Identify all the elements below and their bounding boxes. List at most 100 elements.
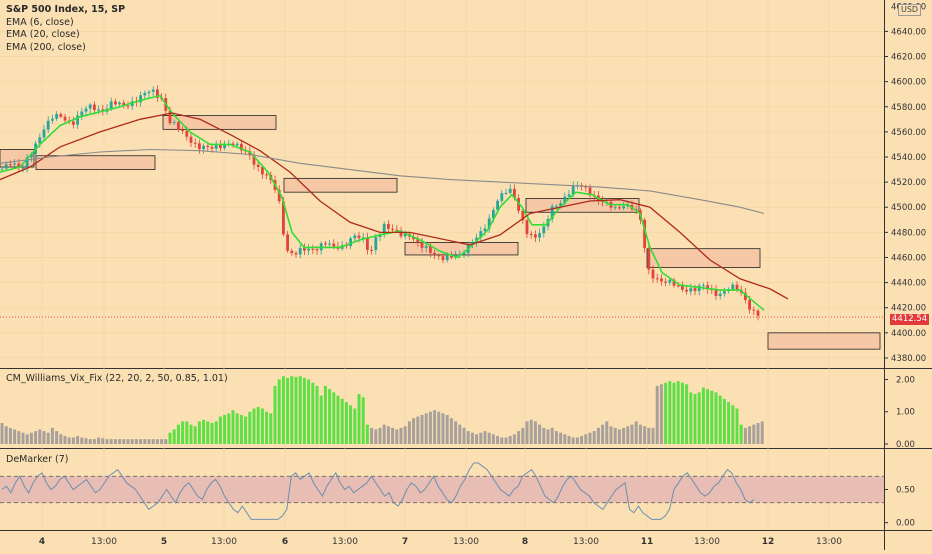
candle-body (424, 246, 428, 248)
candle-body (668, 279, 672, 283)
wvf-bar (491, 434, 495, 444)
demarker-tick-label: 0.00 (896, 519, 915, 529)
time-tick-label: 13:00 (453, 537, 479, 547)
candle-body (189, 136, 193, 143)
candle-body (332, 243, 336, 247)
wvf-bar (344, 402, 348, 444)
wvf-bar (391, 427, 395, 444)
currency-badge[interactable]: USD (898, 4, 922, 16)
wvf-bar (181, 421, 185, 444)
wvf-bar (143, 439, 147, 444)
wvf-bar (508, 435, 512, 444)
wvf-bar (172, 429, 176, 444)
candle-body (252, 155, 256, 165)
wvf-bar (189, 424, 193, 444)
wvf-bar (239, 414, 243, 444)
wvf-bar (265, 411, 269, 444)
candle-body (525, 220, 529, 234)
candle-body (353, 235, 357, 239)
wvf-bar (113, 439, 117, 444)
wvf-bar (206, 421, 210, 444)
wvf-bar (445, 414, 449, 444)
candle-body (471, 242, 474, 244)
wvf-bar (227, 413, 231, 444)
wvf-bar (252, 408, 256, 444)
wvf-bar (176, 424, 180, 444)
wvf-bar (437, 411, 441, 444)
ema-200-label[interactable]: EMA (200, close) (6, 41, 86, 53)
candle-body (496, 200, 499, 210)
candle-body (403, 233, 407, 237)
symbol-label[interactable]: S&P 500 Index, 15, SP (6, 4, 126, 15)
candle-body (588, 187, 592, 196)
wvf-bar (235, 413, 239, 444)
candle-body (685, 289, 688, 292)
candle-body (382, 223, 386, 235)
ema-20-label[interactable]: EMA (20, close) (6, 29, 80, 40)
candle-body (294, 253, 298, 255)
candle-body (655, 278, 659, 280)
wvf-bar (84, 438, 88, 444)
wvf-bar (496, 435, 500, 444)
wvf-bar (517, 431, 521, 444)
candle-body (492, 209, 495, 219)
candle-body (361, 237, 365, 239)
candle-body (311, 248, 315, 250)
demarker-title[interactable]: DeMarker (7) (6, 454, 69, 465)
candle-body (122, 102, 126, 106)
candle-body (63, 116, 67, 121)
wvf-bar (714, 392, 718, 444)
wvf-bar (592, 431, 596, 444)
wvf-bar (298, 376, 302, 444)
wvf-bar (365, 424, 369, 444)
candle-body (462, 253, 466, 255)
candle-body (185, 130, 189, 137)
wvf-bar (470, 432, 474, 444)
wvf-bar (109, 439, 113, 444)
wvf-bar (538, 424, 542, 444)
wvf-bar (584, 434, 588, 444)
wvf-title[interactable]: CM_Williams_Vix_Fix (22, 20, 2, 50, 0.85… (6, 373, 228, 384)
wvf-bar (164, 439, 168, 444)
wvf-bar (168, 432, 172, 444)
wvf-bar (718, 395, 722, 444)
candle-body (349, 238, 352, 247)
candle-body (542, 226, 546, 234)
wvf-bar (420, 414, 424, 444)
wvf-bar (286, 377, 290, 444)
candle-body (622, 206, 625, 209)
ema-6-label[interactable]: EMA (6, close) (6, 16, 74, 28)
wvf-bar (743, 427, 747, 444)
wvf-bar (71, 437, 75, 444)
candle-body (206, 145, 210, 147)
candle-body (282, 201, 285, 235)
candle-body (651, 269, 655, 279)
wvf-bar (319, 395, 323, 444)
wvf-bar (580, 435, 584, 444)
wvf-bar (697, 392, 701, 444)
candle-body (500, 193, 504, 201)
price-tick-label: 4480.00 (891, 228, 926, 238)
wvf-bar (542, 427, 546, 444)
candle-body (72, 121, 75, 125)
wvf-bar (748, 426, 752, 444)
candle-body (374, 237, 378, 251)
wvf-bar (97, 437, 101, 444)
candle-body (387, 223, 390, 229)
candle-body (357, 235, 361, 239)
wvf-bar (244, 416, 248, 444)
wvf-bar (504, 437, 508, 444)
wvf-bar (332, 392, 336, 444)
candle-body (17, 163, 21, 168)
candle-body (521, 210, 525, 221)
candle-body (139, 95, 142, 103)
wvf-bar (680, 382, 684, 444)
wvf-bar (147, 439, 151, 444)
wvf-bar (139, 439, 143, 444)
wvf-bar (605, 421, 609, 444)
wvf-bar (118, 439, 122, 444)
wvf-bar (559, 432, 563, 444)
wvf-bar (134, 439, 138, 444)
